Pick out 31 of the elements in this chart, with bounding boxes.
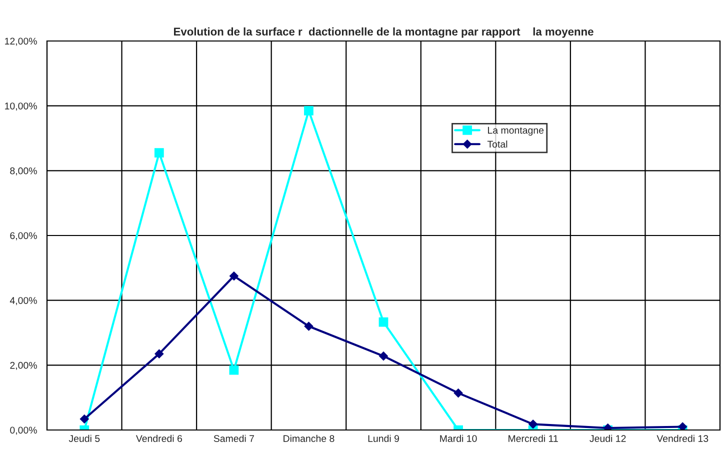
chart-title: Evolution de la surface r dactionnelle de la montagne par rapport la moyenne bbox=[174, 27, 594, 38]
y-tick-label: 4,00% bbox=[10, 297, 37, 306]
point bbox=[528, 420, 538, 429]
y-tick-label: 6,00% bbox=[10, 232, 37, 240]
x-tick-label: Vendredi 6 bbox=[136, 434, 182, 442]
x-tick-label: Jeudi 12 bbox=[590, 434, 626, 442]
y-tick-label: 2,00% bbox=[10, 362, 37, 370]
point bbox=[229, 272, 238, 280]
point bbox=[80, 414, 89, 424]
x-tick-label: Mardi 10 bbox=[440, 434, 477, 442]
point bbox=[678, 422, 688, 430]
point bbox=[154, 349, 164, 358]
point bbox=[154, 148, 164, 158]
point bbox=[304, 106, 314, 116]
y-tick-label: 12,00% bbox=[5, 38, 37, 46]
legend-label: La montagne bbox=[488, 126, 544, 136]
y-tick-label: 10,00% bbox=[5, 102, 37, 111]
legend-label: Total bbox=[487, 140, 508, 148]
y-tick-label: 0,00% bbox=[10, 426, 37, 435]
point bbox=[229, 365, 239, 375]
point bbox=[378, 317, 388, 327]
x-tick-label: Jeudi 5 bbox=[68, 434, 100, 442]
point bbox=[454, 388, 463, 398]
y-tick-label: 8,00% bbox=[10, 167, 37, 176]
x-tick-label: Dimanche 8 bbox=[284, 434, 334, 442]
x-tick-label: Vendredi 13 bbox=[656, 434, 708, 442]
point bbox=[304, 322, 314, 331]
x-tick-label: Samedi 7 bbox=[214, 434, 254, 442]
x-tick-label: Mercredi 11 bbox=[508, 434, 558, 442]
x-tick-label: Lundi 9 bbox=[368, 434, 399, 442]
point bbox=[379, 352, 388, 361]
